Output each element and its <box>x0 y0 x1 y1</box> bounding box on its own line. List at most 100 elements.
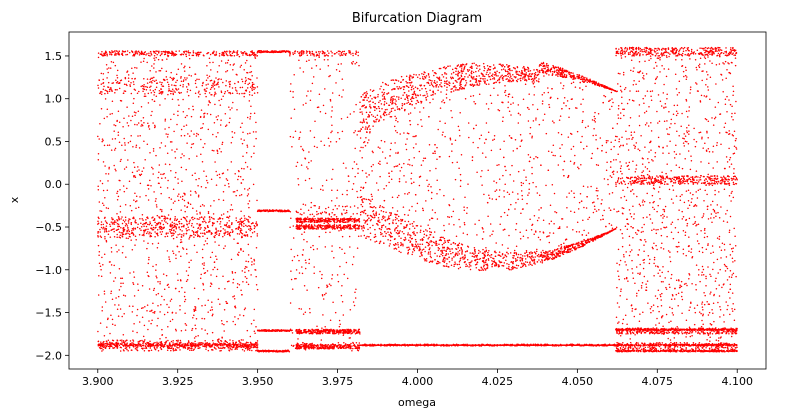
data-point <box>310 201 313 204</box>
data-point <box>236 51 238 54</box>
data-point <box>236 345 238 347</box>
data-point <box>160 341 163 343</box>
data-point <box>236 74 238 76</box>
data-point <box>328 213 331 215</box>
data-point <box>145 89 148 91</box>
data-point <box>305 261 307 264</box>
data-point <box>321 185 324 187</box>
data-point <box>186 88 189 91</box>
data-point <box>306 54 309 57</box>
data-point <box>318 55 320 57</box>
data-point <box>149 347 152 349</box>
data-point <box>315 51 317 53</box>
data-point <box>357 349 360 352</box>
data-point <box>167 283 169 286</box>
data-point <box>312 227 315 229</box>
data-point <box>292 90 294 93</box>
data-point <box>127 232 129 235</box>
data-point <box>311 221 313 223</box>
data-point <box>225 124 228 126</box>
data-point <box>350 219 352 221</box>
data-point <box>187 82 190 85</box>
data-point <box>145 219 147 221</box>
data-point <box>136 67 138 69</box>
data-point <box>190 146 193 149</box>
data-point <box>146 304 149 306</box>
data-point <box>161 334 163 336</box>
data-point <box>321 327 323 329</box>
data-point <box>149 55 151 57</box>
data-point <box>147 262 150 265</box>
data-point <box>298 226 300 228</box>
data-point <box>211 331 214 334</box>
data-point <box>182 225 184 227</box>
data-point <box>327 55 329 57</box>
data-point <box>200 216 203 218</box>
data-point <box>307 209 310 212</box>
data-point <box>306 289 308 291</box>
data-point <box>233 298 236 300</box>
data-point <box>232 68 234 71</box>
data-point <box>116 222 119 225</box>
data-point <box>117 225 119 228</box>
data-point <box>196 232 198 234</box>
data-point <box>346 189 348 192</box>
data-point <box>158 70 160 72</box>
data-point <box>147 349 150 352</box>
data-point <box>97 185 99 187</box>
data-point <box>201 304 203 307</box>
data-point <box>143 232 145 234</box>
data-point <box>346 346 348 348</box>
data-point <box>212 51 214 54</box>
data-point <box>232 340 234 342</box>
data-point <box>163 220 166 222</box>
data-point <box>98 217 100 220</box>
data-point <box>116 89 118 91</box>
data-point <box>180 222 183 225</box>
data-point <box>172 234 174 237</box>
data-point <box>161 52 163 55</box>
data-point <box>124 224 127 227</box>
data-point <box>141 213 144 216</box>
data-point <box>341 213 343 216</box>
data-point <box>177 339 179 341</box>
data-point <box>228 215 231 217</box>
data-point <box>207 344 210 347</box>
data-point <box>118 304 120 306</box>
data-point <box>166 311 169 314</box>
data-point <box>309 99 312 102</box>
data-point <box>113 223 116 225</box>
data-point <box>130 82 132 84</box>
data-point <box>351 167 354 170</box>
data-point <box>193 337 196 339</box>
data-point <box>311 218 313 220</box>
data-point <box>132 216 135 218</box>
data-point <box>332 224 334 227</box>
data-point <box>444 122 446 124</box>
data-point <box>224 231 227 233</box>
data-point <box>126 53 129 56</box>
data-point <box>208 57 211 60</box>
data-point <box>186 114 188 117</box>
data-point <box>251 50 253 52</box>
data-point <box>296 218 299 220</box>
data-point <box>307 225 310 227</box>
data-point <box>130 223 133 226</box>
data-point <box>355 288 357 290</box>
data-point <box>303 238 305 241</box>
data-point <box>116 308 119 311</box>
data-point <box>312 218 315 221</box>
data-point <box>149 235 151 238</box>
data-point <box>250 235 252 238</box>
data-point <box>290 248 292 251</box>
data-point <box>238 233 241 235</box>
data-point <box>189 203 192 206</box>
data-point <box>252 131 255 133</box>
data-point <box>323 58 326 61</box>
data-point <box>253 330 256 332</box>
data-point <box>161 59 163 61</box>
data-point <box>316 219 319 221</box>
data-point <box>136 345 138 347</box>
data-point <box>246 146 249 148</box>
data-point <box>154 310 156 313</box>
